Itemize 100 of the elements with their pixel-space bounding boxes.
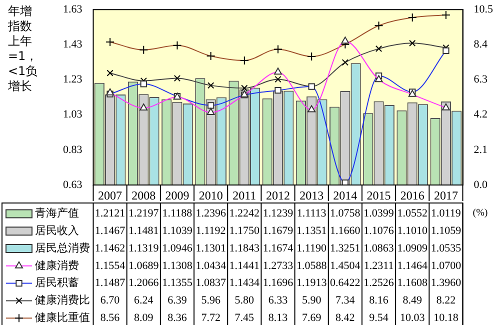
- x-tick-label: 2012: [266, 188, 290, 202]
- data-label: 7.72: [201, 312, 220, 324]
- data-label: 1.0552: [397, 208, 428, 220]
- data-label: 8.09: [134, 312, 154, 324]
- data-label: 1.0837: [196, 277, 226, 290]
- data-label: 8.42: [336, 312, 355, 324]
- data-label: 1.1239: [262, 208, 294, 220]
- data-label: 7.69: [302, 312, 322, 324]
- data-label: 1.0399: [364, 208, 394, 220]
- data-label: 1.0689: [128, 260, 160, 272]
- data-label: 1.2396: [196, 208, 226, 220]
- legend-label: 居民收入: [35, 224, 79, 237]
- y2-tick-label: 0.0: [474, 178, 488, 191]
- data-label: 1.3251: [330, 242, 360, 254]
- data-label: 1.1608: [397, 277, 428, 290]
- data-label: 1.1301: [196, 242, 226, 254]
- data-label: 1.0434: [196, 260, 226, 272]
- x-tick-label: 2009: [165, 188, 190, 202]
- data-label: 1.1319: [128, 242, 160, 254]
- data-label: 1.0588: [296, 260, 328, 272]
- data-label: 1.1351: [296, 224, 327, 237]
- data-label: 1.0758: [330, 208, 361, 220]
- data-label: 6.24: [134, 294, 154, 307]
- data-label: 1.1750: [229, 224, 260, 237]
- data-label: 1.0946: [162, 242, 193, 254]
- y2-tick-label: 6.3: [474, 74, 488, 86]
- data-label: 0.6422: [330, 277, 360, 290]
- data-label: 5.96: [201, 294, 221, 307]
- x-tick-label: 2013: [300, 188, 324, 202]
- data-label: 1.2066: [128, 277, 160, 290]
- data-label: 1.1355: [162, 277, 193, 290]
- x-tick-label: 2016: [400, 188, 424, 202]
- data-label: 8.13: [268, 312, 288, 324]
- data-label: 5.90: [302, 294, 322, 307]
- data-label: 1.1113: [296, 208, 327, 220]
- legend-label: 健康消费: [35, 258, 79, 272]
- data-label: 1.1913: [296, 277, 328, 290]
- data-label: 8.36: [168, 312, 188, 324]
- x-tick-label: 2008: [132, 188, 156, 202]
- data-label: 1.1462: [94, 242, 126, 254]
- legend-label: 健康消费比: [35, 294, 90, 307]
- y-tick-label: 0.63: [63, 178, 83, 191]
- data-label: 5.80: [234, 294, 255, 307]
- data-label: 1.4504: [330, 260, 361, 272]
- data-label: 1.1464: [397, 260, 428, 272]
- data-label: 8.22: [436, 294, 456, 307]
- data-label: 1.1076: [364, 224, 394, 237]
- legend-label: 居民总消费: [35, 241, 90, 254]
- data-label: 1.1696: [262, 277, 294, 290]
- data-label: 8.49: [402, 294, 422, 307]
- data-label: 1.1192: [196, 224, 226, 237]
- data-label: 6.70: [100, 294, 120, 307]
- data-label: 1.1039: [162, 224, 193, 237]
- y2-tick-label: 2.1: [474, 144, 488, 156]
- data-label: 6.33: [268, 294, 288, 307]
- x-tick-label: 2014: [333, 188, 358, 202]
- y-axis-title: 年增指数上年=1，<1负增长: [8, 4, 38, 94]
- data-label: 1.2197: [128, 208, 160, 220]
- data-label: 10.18: [434, 312, 459, 324]
- data-label: 1.1441: [229, 260, 260, 272]
- y-tick-label: 1.03: [63, 108, 83, 121]
- y-tick-label: 1.63: [63, 3, 83, 16]
- legend-label: 青海产值: [35, 206, 79, 220]
- data-label: 8.56: [100, 312, 120, 324]
- y2-tick-label: 10.5: [474, 3, 494, 16]
- data-label: 1.0700: [430, 260, 462, 272]
- y2-tick-label: 4.2: [474, 108, 488, 121]
- y-tick-label: 1.23: [63, 74, 83, 86]
- y2-tick-label: 8.4: [474, 38, 488, 51]
- data-label: 7.45: [234, 312, 255, 324]
- data-label: 1.1467: [94, 224, 126, 237]
- y2-axis-title: (%): [472, 208, 488, 219]
- data-label: 1.1843: [229, 242, 260, 254]
- data-label: 1.1434: [229, 277, 260, 290]
- data-label: 1.2526: [364, 277, 394, 290]
- data-label: 1.1188: [162, 208, 193, 220]
- y-tick-label: 0.83: [63, 144, 83, 156]
- data-label: 10.03: [400, 312, 426, 324]
- data-label: 1.0119: [431, 208, 462, 220]
- data-label: 1.2733: [262, 260, 294, 272]
- data-label: 1.1487: [94, 277, 126, 290]
- data-label: 1.2242: [229, 208, 260, 220]
- data-label: 1.1674: [262, 242, 294, 254]
- data-label: 6.39: [168, 294, 188, 307]
- data-label: 1.1554: [94, 260, 126, 272]
- data-label: 1.2121: [94, 208, 126, 220]
- data-label: 1.1010: [397, 224, 428, 237]
- legend-label: 居民积蓄: [35, 276, 79, 290]
- data-label: 1.3960: [430, 277, 462, 290]
- data-label: 8.16: [369, 294, 389, 307]
- x-tick-label: 2017: [434, 188, 458, 202]
- data-label: 1.1481: [128, 224, 159, 237]
- data-label: 1.1190: [296, 242, 328, 254]
- x-tick-label: 2011: [232, 188, 256, 202]
- data-label: 9.54: [369, 312, 389, 324]
- data-label: 1.1059: [430, 224, 462, 237]
- data-label: 1.1308: [162, 260, 193, 272]
- data-label: 7.34: [336, 294, 356, 307]
- data-label: 1.2311: [364, 260, 394, 272]
- x-tick-label: 2015: [366, 188, 391, 202]
